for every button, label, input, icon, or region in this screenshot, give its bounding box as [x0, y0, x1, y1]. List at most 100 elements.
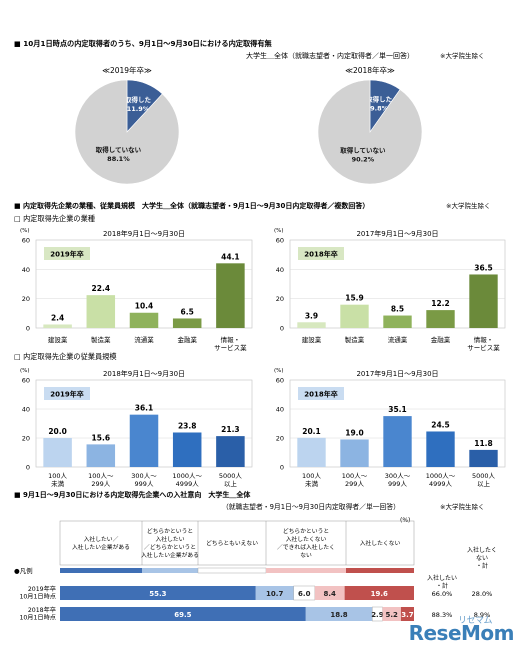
bar	[86, 444, 116, 467]
panel-title: 2018年9月1日～9月30日	[103, 229, 185, 238]
bar	[340, 304, 369, 328]
resemom-watermark: リセマム ReseMom	[409, 616, 515, 645]
bar	[86, 295, 116, 328]
bar	[469, 449, 498, 467]
bar-value-label: 21.3	[221, 425, 240, 434]
y-tick-label: 20	[22, 295, 30, 303]
category-label: 建設業	[302, 335, 322, 344]
category-label: 300人～ 999人	[131, 472, 157, 488]
bar-value-label: 15.9	[345, 294, 364, 303]
bar-value-label: 3.9	[305, 311, 318, 320]
section1-note: ※大学院生除く	[440, 51, 484, 60]
pie-slice-value: 90.2%	[352, 155, 375, 163]
segment-value-label: 55.3	[149, 590, 166, 598]
year-badge	[298, 387, 344, 400]
year-badge-label: 2018年卒	[304, 250, 337, 259]
panel-title: 2018年9月1日～9月30日	[103, 369, 185, 378]
section1-title: ■ 10月1日時点の内定取得者のうち、9月1日～9月30日における内定取得有無	[14, 39, 273, 48]
year-badge	[44, 387, 90, 400]
legend-column-header: 入社したくない	[360, 539, 401, 547]
bar-chart-panel: 0 20 40 60 (%) 2017年9月1日～9月30日 2018年卒 20.1 100人未…	[274, 368, 506, 488]
section3-title: ■ 9月1日～9月30日における内定取得先企業への入社意向 大学生＿全体	[14, 490, 251, 499]
legend-swatch	[197, 567, 267, 574]
segment-value-label: 2.9	[371, 611, 384, 619]
category-label: 100人未満	[48, 472, 67, 488]
category-label: 流通業	[134, 335, 154, 344]
segment-value-label: 6.0	[298, 590, 311, 598]
year-badge	[298, 247, 344, 260]
category-label: 製造業	[91, 335, 111, 344]
y-tick-label: 0	[26, 325, 30, 333]
category-label: 製造業	[345, 335, 365, 344]
pie-slice	[317, 79, 423, 185]
size-heading: □ 内定取得先企業の従業員規模	[14, 352, 117, 361]
legend-swatch	[60, 568, 142, 573]
legend-column-header: どちらかというと入社したい／どちらかというと入社したい企業がある	[141, 527, 199, 559]
row-label: 2019年卒 10月1日時点	[19, 585, 56, 601]
y-tick-label: 40	[276, 406, 284, 414]
bar-value-label: 2.4	[51, 313, 64, 322]
y-tick-label: 0	[26, 464, 30, 472]
bar-value-label: 20.1	[302, 427, 321, 436]
y-tick-label: 20	[276, 435, 284, 443]
y-tick-label: 40	[276, 266, 284, 274]
category-label: 5000人以上	[219, 472, 243, 488]
category-label: 建設業	[48, 335, 68, 344]
pie-year-label: ≪2019年卒≫	[102, 65, 152, 75]
pie-slice	[74, 79, 180, 185]
bar	[172, 432, 202, 467]
category-label: 1000人～ 4999人	[172, 472, 202, 488]
bar	[297, 322, 326, 328]
bar-value-label: 35.1	[388, 405, 407, 414]
legend-swatch	[346, 568, 414, 573]
segment-value-label: 3.7	[401, 611, 414, 619]
bar	[297, 437, 326, 467]
bar	[172, 318, 202, 328]
bar-value-label: 10.4	[135, 302, 154, 311]
bar-value-label: 8.5	[391, 305, 404, 314]
stacked-segment	[60, 586, 256, 600]
bar	[129, 414, 159, 467]
y-tick-label: 0	[280, 464, 284, 472]
segment-value-label: 19.6	[371, 590, 388, 598]
total-want-value: 66.0%	[432, 590, 453, 598]
total-want-value: 88.3%	[432, 611, 453, 619]
legend-label: ●凡例	[14, 566, 33, 575]
total-header: 入社したい・計	[427, 574, 457, 590]
panel-title: 2017年9月1日～9月30日	[356, 369, 438, 378]
y-axis-unit: (%)	[274, 368, 284, 374]
y-axis-unit: (%)	[274, 228, 284, 234]
section2-note: ※大学院生除く	[446, 201, 490, 210]
bar	[216, 263, 245, 328]
pie-slice-value: 88.1%	[107, 155, 130, 163]
y-tick-label: 20	[276, 295, 284, 303]
bar	[340, 439, 369, 467]
bar-value-label: 36.5	[474, 263, 493, 272]
bar	[426, 310, 455, 328]
section1-subtitle: 大学生＿全体（就職志望者・内定取得者／単一回答）	[246, 51, 414, 60]
section3-pct: (%)	[400, 517, 410, 524]
category-label: 流通業	[388, 335, 408, 344]
legend-column-header: どちらかというと入社したくない／できれば入社したくない	[277, 527, 335, 559]
year-badge-label: 2018年卒	[304, 390, 337, 399]
bar	[43, 438, 72, 467]
pie-charts: ≪2019年卒≫取得した11.9%取得していない88.1%≪2018年卒≫取得し…	[74, 65, 423, 185]
bar-value-label: 22.4	[92, 284, 111, 293]
total-not-value: 28.0%	[472, 590, 493, 598]
panel-title: 2017年9月1日～9月30日	[356, 229, 438, 238]
bar-value-label: 23.8	[178, 421, 197, 430]
legend-column-header: どちらともいえない	[206, 539, 258, 547]
stacked-bar-chart: 入社したい／入社したい企業があるどちらかというと入社したい／どちらかというと入社…	[14, 520, 497, 622]
bar-value-label: 36.1	[135, 404, 154, 413]
bar-chart-panel: 0 20 40 60 (%) 2018年9月1日～9月30日 2019年卒 20.0 100人未…	[20, 368, 253, 488]
bar-chart-panel: 0 20 40 60 (%) 2017年9月1日～9月30日 2018年卒 3.9 建設業 15.…	[274, 228, 506, 352]
pie-slice-value: 11.9%	[127, 105, 150, 113]
bar-value-label: 15.6	[92, 433, 111, 442]
total-not-value: 8.9%	[474, 611, 491, 619]
y-axis-unit: (%)	[20, 368, 30, 374]
bar-chart-panel: 0 20 40 60 (%) 2018年9月1日～9月30日 2019年卒 2.4 建設業 22.…	[20, 228, 253, 352]
bar-charts: 0 20 40 60 (%) 2018年9月1日～9月30日 2019年卒 2.4 建設業 22.…	[20, 228, 506, 488]
y-tick-label: 60	[276, 377, 284, 385]
section2-title: ■ 内定取得先企業の業種、従業員規模 大学生＿全体（就職志望者・9月1日～9月3…	[14, 201, 369, 210]
